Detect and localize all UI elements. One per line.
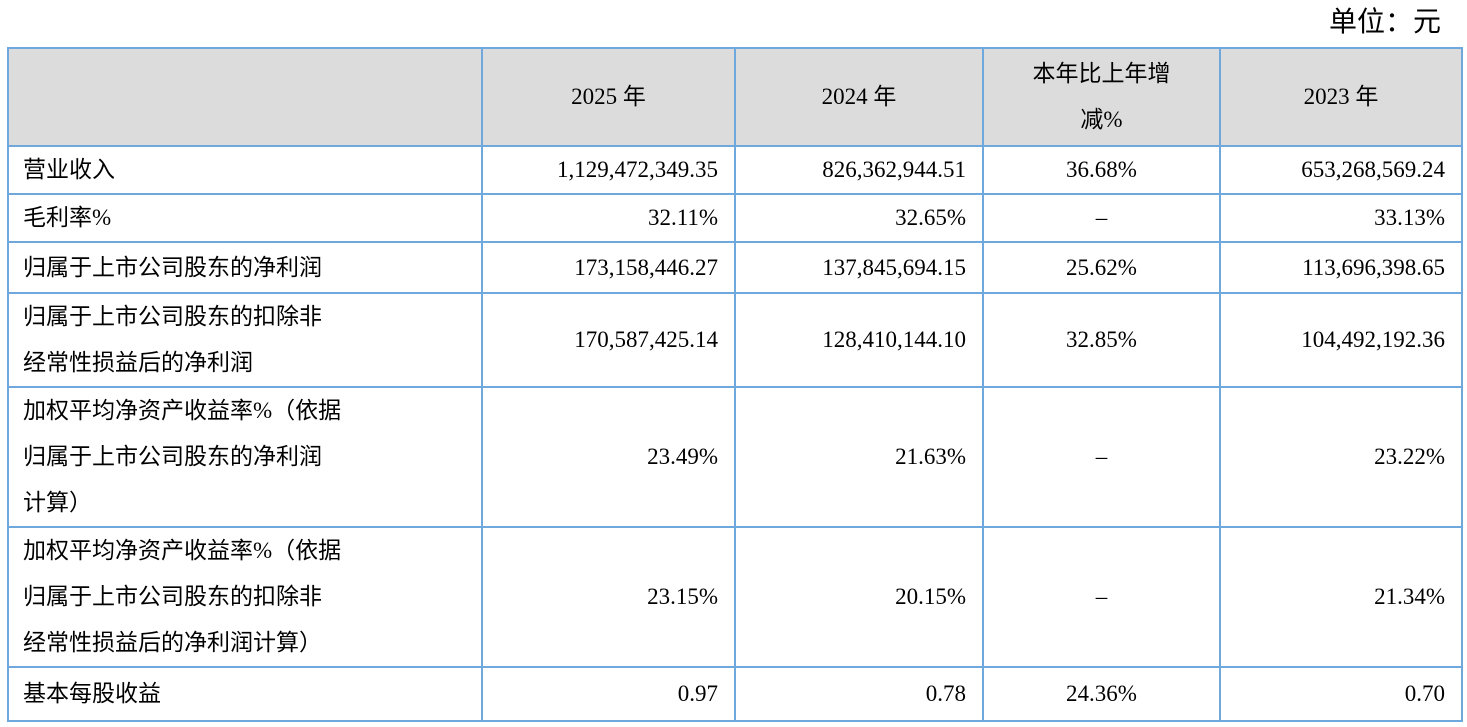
row-label-line: 经常性损益后的净利润 [23, 350, 253, 375]
value-2025: 170,587,425.14 [481, 292, 736, 388]
row-label-line: 归属于上市公司股东的扣除非 [23, 304, 322, 329]
table-row-weighted-roe: 加权平均净资产收益率%（依据 归属于上市公司股东的净利润 计算） 23.49% … [7, 386, 1463, 528]
value-2025: 23.49% [481, 386, 736, 528]
row-label-line: 毛利率% [23, 205, 112, 230]
value-change: 32.85% [982, 292, 1221, 388]
value-2025: 23.15% [481, 526, 736, 668]
row-label-line: 营业收入 [23, 157, 115, 182]
row-label: 毛利率% [7, 193, 483, 243]
header-cell-2025: 2025 年 [481, 47, 736, 147]
row-label: 营业收入 [7, 145, 483, 195]
row-label: 加权平均净资产收益率%（依据 归属于上市公司股东的扣除非 经常性损益后的净利润计… [7, 526, 483, 668]
table-row-net-profit-deducted: 归属于上市公司股东的扣除非 经常性损益后的净利润 170,587,425.14 … [7, 292, 1463, 388]
value-2024: 32.65% [734, 193, 984, 243]
header-cell-2024: 2024 年 [734, 47, 984, 147]
value-2024: 21.63% [734, 386, 984, 528]
value-2024: 0.78 [734, 666, 984, 722]
row-label-line: 经常性损益后的净利润计算） [23, 630, 322, 655]
value-2023: 104,492,192.36 [1219, 292, 1463, 388]
value-2023: 33.13% [1219, 193, 1463, 243]
row-label: 加权平均净资产收益率%（依据 归属于上市公司股东的净利润 计算） [7, 386, 483, 528]
unit-label: 单位：元 [1328, 7, 1441, 38]
value-2023: 23.22% [1219, 386, 1463, 528]
row-label-line: 归属于上市公司股东的净利润 [23, 254, 322, 280]
table-row-weighted-roe-deducted: 加权平均净资产收益率%（依据 归属于上市公司股东的扣除非 经常性损益后的净利润计… [7, 526, 1463, 668]
row-label: 归属于上市公司股东的净利润 [7, 241, 483, 294]
row-label-line: 归属于上市公司股东的净利润 [23, 444, 322, 469]
value-change: – [982, 193, 1221, 243]
row-label-line: 归属于上市公司股东的扣除非 [23, 584, 322, 609]
value-change: – [982, 386, 1221, 528]
financial-summary-table: 2025 年 2024 年 本年比上年增 减% 2023 年 营业收入 1,12… [7, 47, 1463, 722]
value-change: 24.36% [982, 666, 1221, 722]
header-cell-blank [7, 47, 483, 147]
value-change: 36.68% [982, 145, 1221, 195]
row-label-line: 基本每股收益 [23, 681, 161, 706]
header-row: 2025 年 2024 年 本年比上年增 减% 2023 年 [7, 47, 1463, 147]
value-2024: 826,362,944.51 [734, 145, 984, 195]
value-2024: 137,845,694.15 [734, 241, 984, 294]
value-2025: 173,158,446.27 [481, 241, 736, 294]
header-change-line-2: 减% [1080, 107, 1123, 132]
header-cell-change: 本年比上年增 减% [982, 47, 1221, 147]
table-row-operating-revenue: 营业收入 1,129,472,349.35 826,362,944.51 36.… [7, 145, 1463, 195]
value-2023: 0.70 [1219, 666, 1463, 722]
value-change: – [982, 526, 1221, 668]
value-2024: 128,410,144.10 [734, 292, 984, 388]
row-label: 基本每股收益 [7, 666, 483, 722]
value-2023: 113,696,398.65 [1219, 241, 1463, 294]
row-label-line: 计算） [23, 490, 92, 515]
value-2025: 32.11% [481, 193, 736, 243]
table-row-basic-eps: 基本每股收益 0.97 0.78 24.36% 0.70 [7, 666, 1463, 722]
value-2025: 1,129,472,349.35 [481, 145, 736, 195]
row-label: 归属于上市公司股东的扣除非 经常性损益后的净利润 [7, 292, 483, 388]
table-row-net-profit: 归属于上市公司股东的净利润 173,158,446.27 137,845,694… [7, 241, 1463, 294]
value-change: 25.62% [982, 241, 1221, 294]
row-label-line: 加权平均净资产收益率%（依据 [23, 398, 342, 423]
value-2023: 653,268,569.24 [1219, 145, 1463, 195]
value-2023: 21.34% [1219, 526, 1463, 668]
row-label-line: 加权平均净资产收益率%（依据 [23, 538, 342, 563]
table-row-gross-margin: 毛利率% 32.11% 32.65% – 33.13% [7, 193, 1463, 243]
header-cell-2023: 2023 年 [1219, 47, 1463, 147]
value-2025: 0.97 [481, 666, 736, 722]
value-2024: 20.15% [734, 526, 984, 668]
header-change-line-1: 本年比上年增 [1032, 61, 1171, 86]
